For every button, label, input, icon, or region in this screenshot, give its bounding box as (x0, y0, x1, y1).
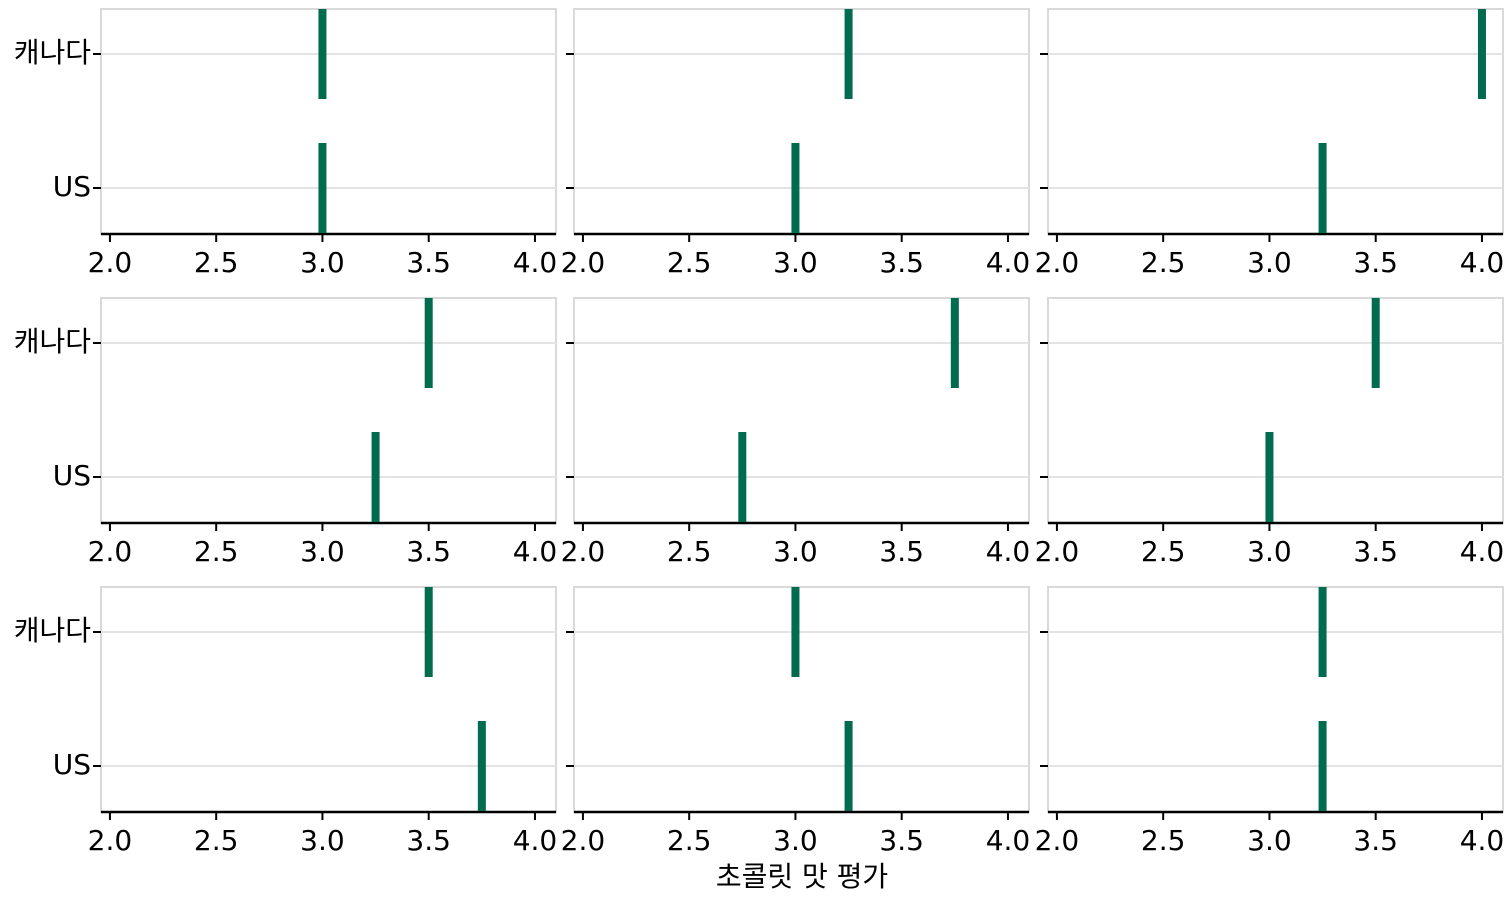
x-tick-label: 2.5 (194, 535, 239, 568)
tick-mark (424, 587, 433, 677)
y-tick-label: US (53, 748, 91, 781)
x-tick-label: 3.0 (300, 246, 345, 279)
x-tick-label: 2.5 (194, 824, 239, 857)
x-tick-label: 4.0 (986, 535, 1031, 568)
tick-mark (844, 9, 853, 99)
y-tick-label: 캐나다 (14, 325, 91, 358)
tick-mark (791, 143, 800, 233)
x-tick-label: 4.0 (986, 246, 1031, 279)
tick-mark (1265, 432, 1274, 522)
x-tick-label: 2.5 (1141, 246, 1186, 279)
tick-mark (950, 298, 959, 388)
x-tick-label: 2.5 (667, 246, 712, 279)
x-axis-label: 초콜릿 맛 평가 (716, 860, 888, 893)
x-tick-label: 2.0 (88, 246, 133, 279)
x-tick-label: 2.0 (561, 824, 606, 857)
x-tick-label: 3.5 (406, 824, 451, 857)
tick-mark (1318, 143, 1327, 233)
panel-frame (100, 8, 557, 235)
x-tick-label: 2.0 (561, 246, 606, 279)
x-tick-label: 3.5 (1353, 535, 1398, 568)
tick-mark (738, 432, 747, 522)
x-tick-label: 2.5 (1141, 824, 1186, 857)
tick-mark (844, 721, 853, 811)
panel-frame (573, 297, 1030, 524)
x-tick-label: 3.5 (879, 824, 924, 857)
y-tick-label: US (53, 459, 91, 492)
x-tick-label: 3.0 (773, 535, 818, 568)
x-tick-label: 4.0 (1460, 824, 1505, 857)
x-tick-label: 3.0 (1247, 246, 1292, 279)
tick-mark (791, 587, 800, 677)
x-tick-label: 3.5 (406, 246, 451, 279)
x-tick-label: 3.5 (1353, 824, 1398, 857)
x-tick-label: 4.0 (513, 824, 558, 857)
tick-mark (1318, 721, 1327, 811)
x-tick-label: 3.0 (1247, 535, 1292, 568)
panel-frame (100, 586, 557, 813)
x-tick-label: 4.0 (513, 535, 558, 568)
x-tick-label: 2.5 (194, 246, 239, 279)
y-tick-label: 캐나다 (14, 614, 91, 647)
x-tick-label: 3.0 (300, 535, 345, 568)
y-tick-label: US (53, 170, 91, 203)
x-tick-label: 4.0 (1460, 246, 1505, 279)
x-tick-label: 2.5 (667, 535, 712, 568)
x-tick-label: 3.0 (773, 246, 818, 279)
x-tick-label: 2.5 (1141, 535, 1186, 568)
x-tick-label: 3.0 (1247, 824, 1292, 857)
tick-mark (318, 143, 327, 233)
x-tick-label: 3.0 (773, 824, 818, 857)
x-tick-label: 2.0 (1035, 824, 1080, 857)
tick-mark (1371, 298, 1380, 388)
x-tick-label: 4.0 (986, 824, 1031, 857)
x-tick-label: 3.5 (879, 535, 924, 568)
panel-frame (100, 297, 557, 524)
x-tick-label: 2.5 (667, 824, 712, 857)
x-tick-label: 2.0 (88, 824, 133, 857)
tick-mark (371, 432, 380, 522)
panel-frame (1047, 8, 1504, 235)
x-tick-label: 3.5 (879, 246, 924, 279)
x-tick-label: 3.5 (406, 535, 451, 568)
x-tick-label: 4.0 (1460, 535, 1505, 568)
panel-frame (573, 8, 1030, 235)
x-tick-label: 2.0 (1035, 246, 1080, 279)
x-tick-label: 2.0 (1035, 535, 1080, 568)
panel-frame (573, 586, 1030, 813)
x-tick-label: 2.0 (561, 535, 606, 568)
x-tick-label: 3.5 (1353, 246, 1398, 279)
tick-mark (424, 298, 433, 388)
tick-mark (318, 9, 327, 99)
x-tick-label: 2.0 (88, 535, 133, 568)
y-tick-label: 캐나다 (14, 36, 91, 69)
x-tick-label: 3.0 (300, 824, 345, 857)
tick-mark (1318, 587, 1327, 677)
panel-frame (1047, 297, 1504, 524)
x-tick-label: 4.0 (513, 246, 558, 279)
panel-frame (1047, 586, 1504, 813)
tick-mark (477, 721, 486, 811)
tick-mark (1477, 9, 1486, 99)
